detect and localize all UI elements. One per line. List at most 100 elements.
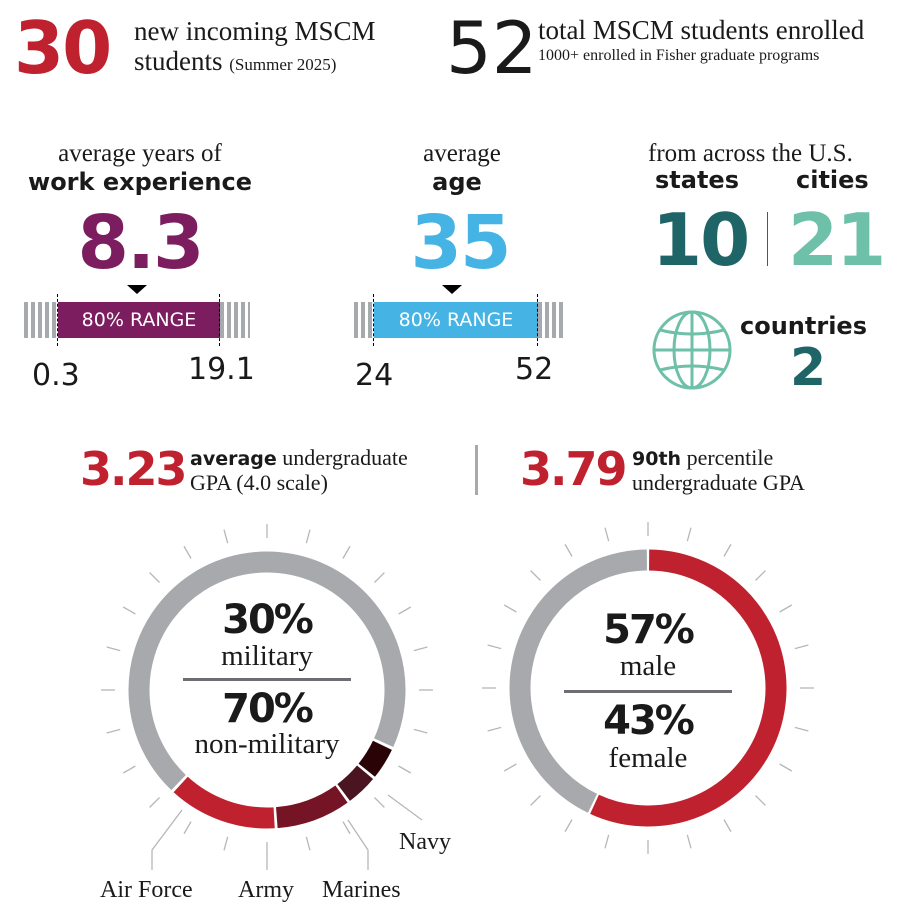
gpa-average-label: average undergraduate GPA (4.0 scale) bbox=[190, 446, 408, 495]
label-navy: Navy bbox=[399, 829, 451, 855]
cities-value: 21 bbox=[788, 198, 886, 282]
total-note: 1000+ enrolled in Fisher graduate progra… bbox=[538, 47, 820, 64]
non-military-pct: 70% bbox=[222, 686, 314, 732]
gpa-p90-bold: 90th bbox=[632, 448, 682, 470]
experience-range-bar: 80% RANGE bbox=[24, 294, 250, 346]
label-marines: Marines bbox=[322, 877, 401, 903]
experience-value: 8.3 bbox=[77, 200, 204, 286]
states-label: states bbox=[655, 166, 739, 194]
donut-segment-air-force bbox=[173, 776, 275, 829]
military-label: military bbox=[221, 640, 313, 672]
tick-mark bbox=[374, 797, 385, 808]
tick-mark bbox=[530, 795, 541, 806]
age-block: average age bbox=[362, 140, 562, 196]
gpa-average-value: 3.23 bbox=[80, 442, 187, 496]
tick-mark bbox=[564, 543, 573, 557]
tick-mark bbox=[779, 763, 793, 772]
total-label: total MSCM students enrolled bbox=[538, 15, 865, 45]
average-marker-icon bbox=[127, 285, 147, 294]
states-value: 10 bbox=[652, 198, 750, 282]
tick-mark bbox=[374, 572, 385, 583]
experience-high: 19.1 bbox=[188, 352, 255, 387]
tick-mark bbox=[183, 545, 192, 559]
tick-mark bbox=[723, 819, 732, 833]
countries-label: countries bbox=[740, 312, 867, 340]
military-pct: 30% bbox=[222, 597, 314, 643]
average-marker-icon bbox=[442, 285, 462, 294]
age-low: 24 bbox=[355, 358, 394, 393]
incoming-note: (Summer 2025) bbox=[229, 55, 337, 74]
female-label: female bbox=[608, 742, 688, 774]
leader-line-air-force bbox=[151, 809, 183, 851]
range-label: 80% RANGE bbox=[374, 302, 538, 338]
gpa-p90-rest: percentile bbox=[681, 445, 774, 470]
tick-mark bbox=[779, 604, 793, 613]
donut-segment-male bbox=[590, 549, 787, 827]
divider bbox=[767, 212, 768, 266]
divider bbox=[475, 445, 478, 495]
donut-charts bbox=[101, 522, 814, 870]
globe-icon bbox=[652, 310, 732, 390]
gender-center: 57% male 43% female bbox=[548, 608, 748, 773]
label-air-force: Air Force bbox=[100, 877, 193, 903]
tick-mark bbox=[755, 795, 766, 806]
tick-mark bbox=[487, 644, 502, 650]
tick-mark bbox=[106, 646, 121, 652]
tick-mark bbox=[106, 728, 121, 734]
tick-mark bbox=[223, 836, 229, 851]
tick-mark bbox=[342, 545, 351, 559]
incoming-line1: new incoming MSCM bbox=[134, 16, 376, 46]
tick-mark bbox=[413, 646, 428, 652]
donut-segment-army bbox=[275, 785, 348, 829]
label-army: Army bbox=[238, 877, 294, 903]
tick-mark bbox=[122, 765, 136, 774]
gpa-average-line2: GPA (4.0 scale) bbox=[190, 470, 328, 495]
donut-segment-navy bbox=[358, 740, 392, 777]
age-value: 35 bbox=[410, 200, 512, 286]
tick-mark bbox=[223, 529, 229, 544]
range-label: 80% RANGE bbox=[58, 302, 220, 338]
tick-mark bbox=[723, 543, 732, 557]
male-pct: 57% bbox=[603, 607, 695, 653]
countries-value: 2 bbox=[790, 338, 826, 398]
tick-mark bbox=[604, 834, 610, 849]
cities-label: cities bbox=[796, 166, 869, 194]
age-high: 52 bbox=[515, 352, 554, 387]
tick-mark bbox=[564, 819, 573, 833]
tick-mark bbox=[149, 572, 160, 583]
gpa-average-bold: average bbox=[190, 448, 277, 470]
geography-title: from across the U.S. bbox=[648, 140, 853, 167]
leader-line-navy bbox=[387, 794, 423, 821]
tick-mark bbox=[398, 765, 412, 774]
tick-mark bbox=[122, 606, 136, 615]
leader-line-marines bbox=[347, 819, 369, 851]
donut-segment-marines bbox=[337, 765, 374, 801]
tick-mark bbox=[342, 821, 351, 835]
incoming-line2: students bbox=[134, 46, 223, 76]
tick-mark bbox=[487, 726, 502, 732]
male-label: male bbox=[619, 650, 677, 682]
gpa-average-rest: undergraduate bbox=[276, 445, 408, 470]
tick-mark bbox=[149, 797, 160, 808]
incoming-number: 30 bbox=[14, 6, 112, 90]
tick-mark bbox=[530, 570, 541, 581]
tick-mark bbox=[305, 529, 311, 544]
age-label2: age bbox=[432, 168, 482, 196]
tick-mark bbox=[755, 570, 766, 581]
donut-segment-non-military bbox=[128, 551, 406, 791]
female-pct: 43% bbox=[603, 698, 695, 744]
tick-mark bbox=[686, 834, 692, 849]
tick-mark bbox=[686, 527, 692, 542]
age-range-bar: 80% RANGE bbox=[354, 294, 566, 346]
tick-mark bbox=[794, 644, 809, 650]
tick-mark bbox=[305, 836, 311, 851]
tick-mark bbox=[183, 821, 192, 835]
tick-mark bbox=[604, 527, 610, 542]
tick-mark bbox=[398, 606, 412, 615]
military-center: 30% military 70% non-military bbox=[167, 598, 367, 759]
donut-segment-female bbox=[509, 549, 648, 813]
tick-mark bbox=[794, 726, 809, 732]
experience-label2: work experience bbox=[28, 168, 252, 196]
tick-mark bbox=[503, 763, 517, 772]
